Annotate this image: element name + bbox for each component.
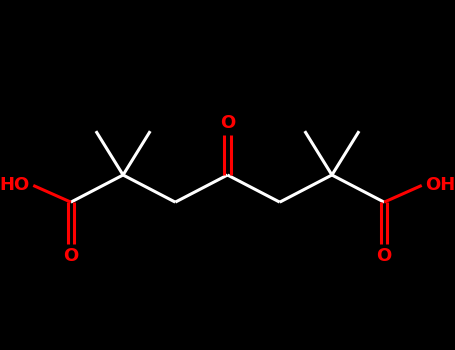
Text: O: O [376, 247, 392, 265]
Text: OH: OH [425, 176, 455, 195]
Text: HO: HO [0, 176, 30, 195]
Text: O: O [220, 114, 235, 132]
Text: O: O [63, 247, 79, 265]
